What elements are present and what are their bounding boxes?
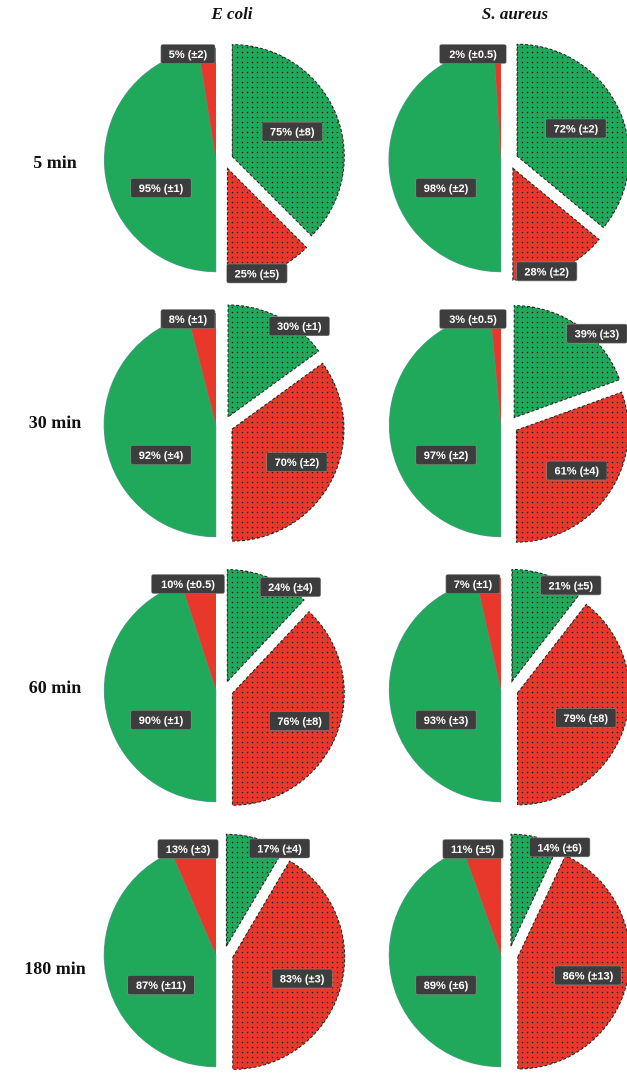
label-left-red-s-aureus-30-min: 3% (±0.5) [439,309,507,329]
label-right-green-e-coli-180-min-text: 17% (±4) [257,844,302,856]
label-right-red-e-coli-30-min-text: 70% (±2) [275,457,320,469]
slice-right-green-pattern-s-aureus-60-min [511,568,582,683]
label-left-green-s-aureus-180-min-text: 89% (±6) [424,980,469,992]
slice-left-red-s-aureus-180-min [463,843,501,955]
label-left-red-s-aureus-60-min-text: 7% (±1) [454,579,493,591]
label-right-green-s-aureus-30-min-text: 39% (±3) [575,329,620,341]
label-right-red-s-aureus-5-min: 28% (±2) [516,261,578,282]
label-right-red-s-aureus-180-min-text: 86% (±13) [563,970,614,982]
label-right-red-e-coli-60-min: 76% (±8) [269,711,331,731]
label-left-green-s-aureus-30-min-text: 97% (±2) [424,450,469,462]
label-right-green-e-coli-60-min-text: 24% (±4) [268,582,313,594]
slice-right-red-pattern-e-coli-30-min [231,362,345,542]
label-left-green-e-coli-60-min: 90% (±1) [130,710,192,730]
label-right-red-s-aureus-5-min-text: 28% (±2) [524,266,569,278]
slice-left-green-e-coli-180-min [103,851,217,1068]
label-left-green-s-aureus-5-min: 98% (±2) [415,178,477,198]
label-left-green-e-coli-180-min: 87% (±11) [127,975,195,995]
slice-right-red-pattern-e-coli-180-min [232,860,346,1070]
slice-left-green-s-aureus-30-min [388,313,502,538]
label-left-red-e-coli-30-min-text: 8% (±1) [169,314,208,326]
label-right-red-s-aureus-30-min: 61% (±4) [546,460,608,481]
label-left-red-s-aureus-60-min: 7% (±1) [445,574,501,594]
label-left-green-e-coli-5-min: 95% (±1) [130,178,192,198]
label-right-green-s-aureus-180-min-text: 14% (±6) [537,842,582,854]
label-left-green-s-aureus-60-min-text: 93% (±3) [424,715,469,727]
slice-left-red-e-coli-60-min [181,578,216,690]
slice-left-green-s-aureus-180-min [388,849,502,1068]
label-left-green-s-aureus-5-min-text: 98% (±2) [424,183,469,195]
slice-left-red-e-coli-180-min [171,843,216,955]
label-right-green-s-aureus-180-min: 14% (±6) [529,837,591,858]
label-left-red-e-coli-5-min: 5% (±2) [160,44,216,64]
label-left-red-e-coli-60-min: 10% (±0.5) [151,574,225,594]
label-left-red-e-coli-180-min: 13% (±3) [157,839,219,859]
label-right-red-s-aureus-180-min: 86% (±13) [554,965,622,986]
slice-left-green-s-aureus-5-min [388,47,502,273]
slice-left-green-s-aureus-60-min [388,580,502,803]
label-left-red-e-coli-5-min-text: 5% (±2) [169,49,208,61]
label-right-red-e-coli-30-min: 70% (±2) [266,452,328,472]
row-label-30-min: 30 min [28,412,82,432]
label-right-green-s-aureus-5-min: 72% (±2) [545,118,607,139]
label-left-green-s-aureus-180-min: 89% (±6) [415,975,477,995]
label-left-red-s-aureus-180-min: 11% (±5) [442,839,504,859]
label-right-red-e-coli-180-min: 83% (±3) [271,968,333,989]
slice-right-red-pattern-s-aureus-180-min [517,854,627,1070]
slice-left-red-s-aureus-5-min [494,47,501,160]
label-left-green-e-coli-30-min: 92% (±4) [130,445,192,465]
label-right-green-s-aureus-60-min-text: 21% (±5) [549,580,594,592]
label-left-red-e-coli-180-min-text: 13% (±3) [166,844,211,856]
slice-left-red-e-coli-5-min [198,48,216,160]
label-right-green-e-coli-60-min: 24% (±4) [259,577,321,597]
slice-left-red-e-coli-30-min [188,312,216,425]
label-right-red-s-aureus-60-min-text: 79% (±8) [564,713,609,725]
label-left-red-e-coli-60-min-text: 10% (±0.5) [161,579,215,591]
slice-left-green-e-coli-30-min [103,316,217,538]
label-right-red-e-coli-60-min-text: 76% (±8) [277,716,322,728]
label-left-red-s-aureus-180-min-text: 11% (±5) [451,844,495,856]
label-right-green-s-aureus-5-min-text: 72% (±2) [554,124,599,136]
label-left-red-e-coli-30-min: 8% (±1) [160,309,216,329]
label-right-green-s-aureus-60-min: 21% (±5) [540,575,602,596]
label-right-green-e-coli-180-min: 17% (±4) [249,838,311,859]
label-right-red-s-aureus-30-min-text: 61% (±4) [555,466,600,478]
row-label-5-min: 5 min [33,152,77,172]
label-right-red-e-coli-5-min-text: 25% (±5) [235,269,280,281]
slice-left-red-s-aureus-30-min [490,313,501,425]
label-right-green-e-coli-30-min: 30% (±1) [268,316,330,337]
label-left-green-e-coli-30-min-text: 92% (±4) [139,450,184,462]
row-label-60-min: 60 min [28,677,82,697]
label-left-green-s-aureus-60-min: 93% (±3) [415,710,477,730]
row-label-180-min: 180 min [24,958,86,978]
column-title-s-aureus: S. aureus [481,4,549,23]
slice-left-green-e-coli-60-min [103,583,217,803]
label-right-red-e-coli-5-min: 25% (±5) [226,263,288,284]
label-right-green-s-aureus-30-min: 39% (±3) [566,323,627,344]
slice-left-red-s-aureus-60-min [476,578,501,690]
label-left-green-e-coli-5-min-text: 95% (±1) [139,183,184,195]
label-left-green-e-coli-60-min-text: 90% (±1) [139,715,184,727]
slice-right-red-pattern-e-coli-60-min [231,610,345,806]
label-right-green-e-coli-30-min-text: 30% (±1) [277,321,322,333]
label-right-green-e-coli-5-min-text: 75% (±8) [270,127,315,139]
label-right-red-e-coli-180-min-text: 83% (±3) [280,974,325,986]
label-left-red-s-aureus-5-min-text: 2% (±0.5) [449,49,497,61]
label-right-red-s-aureus-60-min: 79% (±8) [555,708,617,728]
slice-right-green-pattern-e-coli-60-min [226,569,305,683]
label-right-green-e-coli-5-min: 75% (±8) [261,121,323,142]
label-left-green-e-coli-180-min-text: 87% (±11) [136,980,186,992]
slice-right-red-pattern-s-aureus-60-min [516,603,627,806]
label-left-red-s-aureus-5-min: 2% (±0.5) [439,44,507,64]
label-left-red-s-aureus-30-min-text: 3% (±0.5) [449,314,497,326]
column-title-e-coli: E coli [211,4,253,23]
label-left-green-s-aureus-30-min: 97% (±2) [415,445,477,465]
slice-left-green-e-coli-5-min [103,49,217,273]
